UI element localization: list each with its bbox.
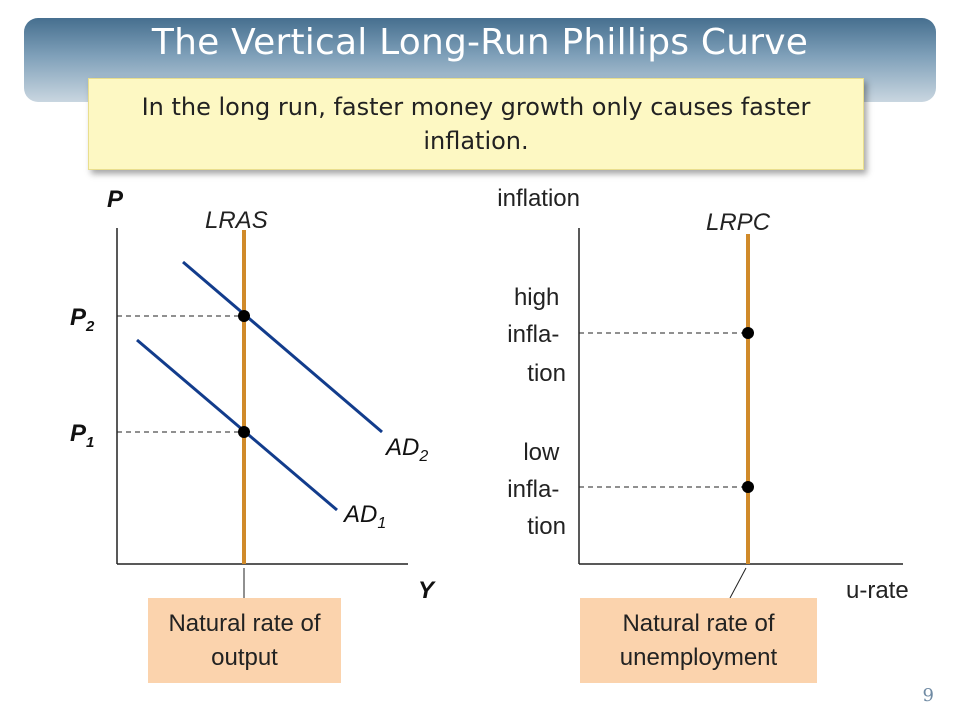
p1-equilibrium-dot (238, 426, 250, 438)
page-number: 9 (922, 685, 934, 706)
ad2-curve (182, 260, 383, 434)
p2-label: P2 (70, 304, 95, 335)
slide-title: The Vertical Long-Run Phillips Curve (151, 22, 809, 63)
p1-label: P1 (70, 420, 94, 451)
low-inflation-label: low infla- tion (507, 439, 566, 540)
left-x-axis-label: Y (418, 577, 436, 604)
low-inflation-dot (742, 481, 754, 493)
right-x-axis-label: u-rate (846, 577, 909, 604)
p2-equilibrium-dot (238, 310, 250, 322)
ad2-label: AD2 (384, 434, 428, 465)
ad1-curve (136, 338, 338, 512)
high-inflation-label: high infla- tion (507, 284, 566, 387)
subtitle-box: In the long run, faster money growth onl… (88, 78, 864, 170)
ad1-label: AD1 (342, 501, 386, 532)
left-graph: P Y LRAS P2 P1 AD2 AD1 (70, 186, 436, 604)
left-y-axis-label: P (107, 186, 124, 213)
high-inflation-dot (742, 327, 754, 339)
right-y-axis-label: inflation (497, 185, 580, 212)
natural-rate-of-unemployment-callout: Natural rate of unemployment (580, 598, 817, 683)
right-callout-pointer (729, 567, 747, 599)
natural-rate-of-output-callout: Natural rate of output (148, 598, 341, 683)
lrpc-label: LRPC (706, 209, 771, 236)
lras-label: LRAS (205, 207, 268, 234)
right-graph: inflation u-rate LRPC high infla- tion l… (497, 185, 908, 604)
